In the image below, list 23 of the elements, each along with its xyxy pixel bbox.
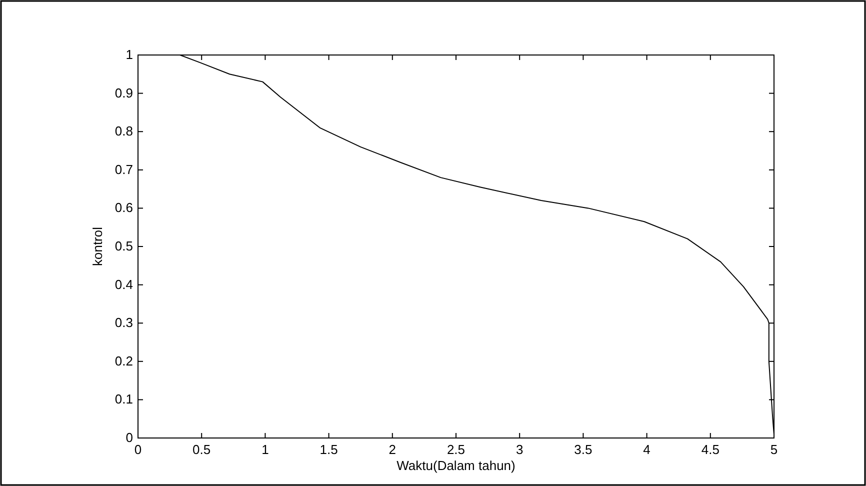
x-tick-label: 1 bbox=[262, 442, 269, 457]
x-tick-label: 4.5 bbox=[701, 442, 720, 457]
y-tick-label: 0.9 bbox=[114, 85, 133, 100]
x-tick-label: 0.5 bbox=[192, 442, 211, 457]
y-tick-label: 0.1 bbox=[114, 392, 133, 407]
y-tick-label: 0.3 bbox=[114, 315, 133, 330]
x-tick-label: 3 bbox=[516, 442, 524, 457]
y-tick-label: 1 bbox=[126, 47, 133, 62]
x-axis-title: Waktu(Dalam tahun) bbox=[396, 458, 516, 473]
x-tick-label: 5 bbox=[770, 442, 778, 457]
x-tick-label: 4 bbox=[643, 442, 650, 457]
x-tick-label: 1.5 bbox=[320, 442, 338, 457]
y-tick-label: 0.4 bbox=[114, 276, 133, 292]
x-tick-label: 3.5 bbox=[574, 442, 592, 457]
y-tick-label: 0 bbox=[126, 430, 133, 445]
y-tick-label: 0.8 bbox=[114, 124, 133, 139]
x-tick-label: 2 bbox=[388, 442, 396, 457]
y-tick-label: 0.2 bbox=[114, 353, 133, 368]
y-tick-label: 0.5 bbox=[114, 238, 133, 254]
x-tick-label: 2.5 bbox=[446, 442, 466, 457]
y-axis-title: kontrol bbox=[90, 226, 105, 266]
y-tick-label: 0.7 bbox=[114, 162, 133, 177]
y-tick-label: 0.6 bbox=[114, 200, 133, 216]
